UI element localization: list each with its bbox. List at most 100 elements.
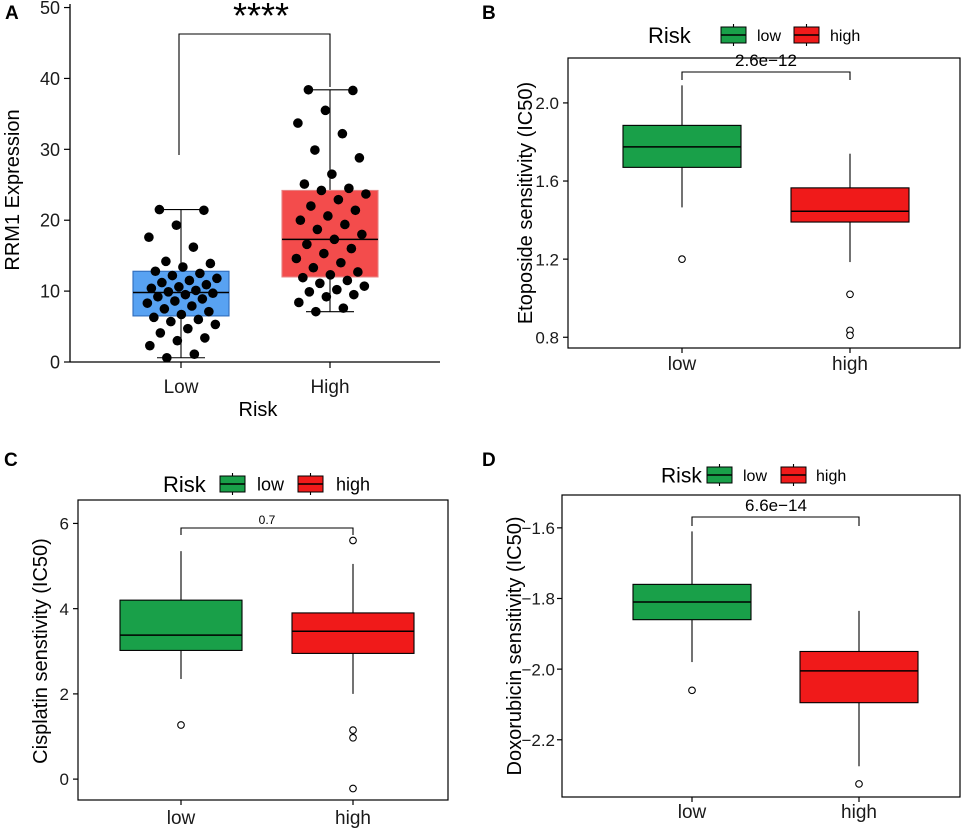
data-point bbox=[312, 224, 323, 235]
y-axis-ticks: 0 10 20 30 40 50 bbox=[40, 0, 70, 372]
outlier-point bbox=[678, 255, 686, 263]
bracket-line bbox=[180, 527, 354, 535]
data-point bbox=[193, 314, 204, 325]
data-point bbox=[304, 287, 315, 297]
legend-label-high: high bbox=[830, 28, 860, 45]
y-tick-label: 0 bbox=[50, 352, 60, 372]
data-point bbox=[189, 349, 200, 360]
data-point bbox=[359, 281, 370, 291]
data-point bbox=[154, 204, 165, 215]
data-point bbox=[146, 283, 157, 294]
box-low bbox=[132, 204, 230, 363]
box-low bbox=[632, 531, 752, 695]
panel-a: 0 10 20 30 40 50 Low High **** RRM1 Expression Ris… bbox=[2, 0, 440, 421]
data-point bbox=[295, 215, 306, 226]
data-point bbox=[176, 309, 187, 320]
legend-label-low: low bbox=[257, 474, 285, 494]
legend: Risk low high bbox=[163, 472, 370, 497]
data-point bbox=[153, 291, 163, 302]
x-axis-ticks: low high bbox=[167, 800, 371, 829]
data-point bbox=[291, 253, 302, 264]
panel-b: 0.8 1.2 1.6 2.0 low high 2.6e−12 Etoposide sens… bbox=[482, 3, 961, 375]
data-point bbox=[337, 128, 348, 139]
y-tick-label: 10 bbox=[40, 282, 60, 302]
bracket-line bbox=[178, 33, 331, 155]
box-iqr bbox=[291, 612, 415, 654]
data-point bbox=[342, 275, 353, 286]
data-point bbox=[323, 211, 333, 221]
legend-label-low: low bbox=[743, 468, 767, 485]
x-tick-label-low: low bbox=[678, 802, 707, 823]
data-point bbox=[327, 169, 337, 179]
y-tick-label: −2.2 bbox=[521, 731, 555, 750]
y-tick-label: −2.0 bbox=[521, 660, 555, 679]
y-tick-label: 20 bbox=[40, 211, 60, 231]
data-point bbox=[346, 243, 357, 254]
x-axis-ticks: low high bbox=[668, 348, 868, 375]
data-point bbox=[204, 306, 214, 317]
legend: Risk low high bbox=[648, 23, 860, 48]
bracket-line bbox=[681, 71, 851, 80]
data-point bbox=[200, 333, 210, 343]
x-axis-ticks: low high bbox=[678, 797, 877, 823]
box-high bbox=[790, 153, 910, 340]
data-point bbox=[302, 239, 312, 250]
data-point bbox=[349, 289, 359, 300]
data-point bbox=[187, 301, 197, 311]
data-point bbox=[357, 229, 367, 240]
legend-title: Risk bbox=[661, 465, 702, 488]
data-point bbox=[170, 296, 180, 306]
legend-title: Risk bbox=[163, 472, 207, 497]
bracket-line bbox=[691, 516, 860, 526]
panel-c: 0 2 4 6 low high 0.7 Cisplatin senstivity (IC50… bbox=[4, 450, 449, 829]
data-point bbox=[199, 205, 209, 216]
significance-label: **** bbox=[233, 0, 289, 36]
panel-letter: C bbox=[4, 450, 18, 471]
legend-key-high bbox=[297, 473, 324, 495]
legend-label-high: high bbox=[816, 468, 846, 485]
outlier-point bbox=[846, 331, 854, 340]
y-axis-title: RRM1 Expression bbox=[2, 109, 24, 270]
comparison-bracket: 6.6e−14 bbox=[691, 496, 860, 526]
data-point bbox=[294, 297, 304, 308]
significance-label: 2.6e−12 bbox=[735, 51, 797, 70]
legend-key-low bbox=[219, 473, 246, 495]
data-point bbox=[311, 306, 321, 317]
y-tick-label: −1.8 bbox=[521, 590, 555, 609]
data-point bbox=[174, 282, 184, 292]
data-point bbox=[354, 153, 365, 163]
x-tick-label-low: Low bbox=[164, 377, 199, 398]
box-high bbox=[291, 536, 415, 793]
y-tick-label: 40 bbox=[40, 69, 60, 89]
data-point bbox=[184, 275, 195, 286]
data-point bbox=[205, 258, 216, 269]
data-point bbox=[348, 85, 358, 96]
data-point bbox=[340, 219, 350, 230]
outlier-point bbox=[846, 290, 854, 299]
y-axis-ticks: 0 2 4 6 bbox=[60, 515, 78, 789]
data-point bbox=[320, 105, 331, 116]
outlier-point bbox=[177, 721, 185, 729]
data-point bbox=[315, 278, 325, 289]
data-point bbox=[310, 145, 320, 155]
panel-d: −1.6 −1.8 −2.0 −2.2 low high 6.6e−14 Doxorubici… bbox=[482, 450, 961, 823]
data-point bbox=[159, 304, 170, 314]
outlier-point bbox=[349, 784, 357, 793]
legend: Risk low high bbox=[661, 464, 846, 488]
data-point bbox=[144, 232, 154, 243]
legend-key-high bbox=[780, 464, 807, 486]
panel-letter: B bbox=[482, 3, 496, 24]
data-point bbox=[150, 266, 161, 277]
legend-title: Risk bbox=[648, 23, 692, 48]
data-point bbox=[306, 201, 316, 211]
data-point bbox=[162, 352, 172, 363]
x-tick-label-low: low bbox=[668, 354, 697, 375]
y-tick-label: 6 bbox=[60, 515, 69, 534]
box-iqr bbox=[119, 599, 243, 651]
data-point bbox=[201, 279, 212, 290]
data-point bbox=[299, 179, 310, 189]
legend-key-low bbox=[706, 464, 733, 486]
box-high bbox=[799, 610, 919, 788]
x-tick-label-low: low bbox=[167, 808, 196, 829]
